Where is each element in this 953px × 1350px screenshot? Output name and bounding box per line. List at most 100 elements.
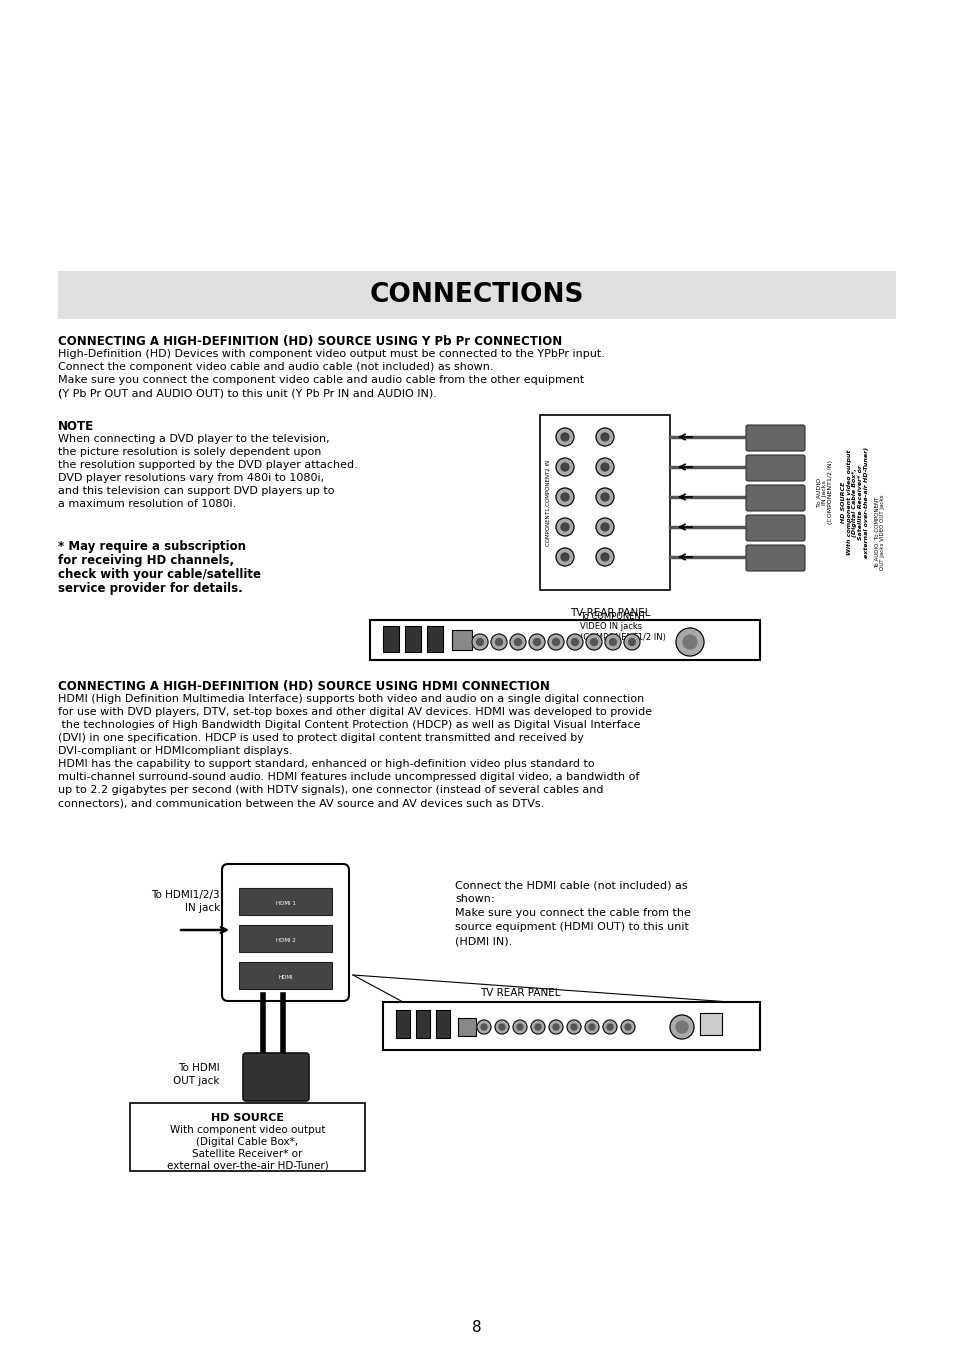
Circle shape (529, 634, 544, 649)
Text: To AUDIO
IN jacks
(COMPONENT1/2 IN): To AUDIO IN jacks (COMPONENT1/2 IN) (816, 460, 832, 525)
Text: OUT jack: OUT jack (173, 1076, 220, 1085)
Circle shape (556, 518, 574, 536)
Text: To HDMI1/2/3: To HDMI1/2/3 (152, 890, 220, 900)
Text: Make sure you connect the cable from the: Make sure you connect the cable from the (455, 909, 690, 918)
Text: multi-channel surround-sound audio. HDMI features include uncompressed digital v: multi-channel surround-sound audio. HDMI… (58, 772, 639, 782)
Circle shape (560, 493, 568, 501)
Text: HD SOURCE: HD SOURCE (211, 1112, 284, 1123)
Circle shape (560, 463, 568, 471)
Text: HDMI has the capability to support standard, enhanced or high-definition video p: HDMI has the capability to support stand… (58, 759, 594, 769)
FancyBboxPatch shape (239, 925, 332, 952)
Text: DVI-compliant or HDMIcompliant displays.: DVI-compliant or HDMIcompliant displays. (58, 747, 293, 756)
Circle shape (585, 634, 601, 649)
Circle shape (676, 628, 703, 656)
Text: (DVI) in one specification. HDCP is used to protect digital content transmitted : (DVI) in one specification. HDCP is used… (58, 733, 583, 743)
Bar (395, 1010, 410, 1038)
Bar (427, 626, 442, 652)
Text: for receiving HD channels,: for receiving HD channels, (58, 554, 233, 567)
Bar (382, 1002, 760, 1050)
Circle shape (600, 463, 608, 471)
Circle shape (560, 554, 568, 562)
Circle shape (480, 1025, 486, 1030)
Circle shape (628, 639, 635, 645)
Text: IN jack: IN jack (185, 903, 220, 913)
Circle shape (590, 639, 597, 645)
Text: service provider for details.: service provider for details. (58, 582, 242, 595)
Circle shape (602, 1021, 617, 1034)
Circle shape (620, 1021, 635, 1034)
Text: check with your cable/satellite: check with your cable/satellite (58, 568, 261, 580)
Text: (: ( (58, 387, 62, 398)
Circle shape (491, 634, 506, 649)
Circle shape (669, 1015, 693, 1040)
Bar (457, 1018, 476, 1035)
Text: Connect the HDMI cable (not included) as: Connect the HDMI cable (not included) as (455, 880, 687, 890)
Circle shape (517, 1025, 522, 1030)
Circle shape (676, 1021, 687, 1033)
FancyBboxPatch shape (239, 963, 332, 990)
Circle shape (560, 522, 568, 531)
Circle shape (556, 458, 574, 477)
Text: shown:: shown: (455, 894, 494, 904)
Text: COMPONENT1,COMPONENT2 IN: COMPONENT1,COMPONENT2 IN (545, 459, 550, 545)
Text: external over-the-air HD-Tuner): external over-the-air HD-Tuner) (167, 1161, 328, 1170)
Text: HDMI (High Definition Multimedia Interface) supports both video and audio on a s: HDMI (High Definition Multimedia Interfa… (58, 694, 643, 703)
Circle shape (596, 428, 614, 446)
Text: * May require a subscription: * May require a subscription (58, 540, 246, 553)
Circle shape (514, 639, 521, 645)
Text: To AUDIO  To COMPONENT
OUT jacks VIDEO OUT jacks: To AUDIO To COMPONENT OUT jacks VIDEO OU… (874, 494, 884, 570)
Text: DVD player resolutions vary from 480i to 1080i,: DVD player resolutions vary from 480i to… (58, 472, 324, 483)
Text: To COMPONENT
VIDEO IN jacks
(COMPONENT1/2 IN): To COMPONENT VIDEO IN jacks (COMPONENT1/… (579, 612, 665, 641)
Circle shape (596, 548, 614, 566)
Circle shape (547, 634, 563, 649)
Text: (Digital Cable Box*,: (Digital Cable Box*, (196, 1137, 298, 1148)
Text: for use with DVD players, DTV, set-top boxes and other digital AV devices. HDMI : for use with DVD players, DTV, set-top b… (58, 707, 652, 717)
Circle shape (609, 639, 616, 645)
Bar (58, 271, 895, 319)
Text: HDMI 2: HDMI 2 (275, 938, 295, 944)
Bar (416, 1010, 430, 1038)
Circle shape (600, 522, 608, 531)
FancyBboxPatch shape (222, 864, 349, 1000)
Text: a maximum resolution of 1080i.: a maximum resolution of 1080i. (58, 500, 236, 509)
Text: HD SOURCE
With component video output
(Digital Cable Box*,
Satellite Receiver* o: HD SOURCE With component video output (D… (840, 447, 868, 558)
Circle shape (560, 433, 568, 441)
Circle shape (531, 1021, 544, 1034)
Circle shape (606, 1025, 613, 1030)
Text: the picture resolution is solely dependent upon: the picture resolution is solely depende… (58, 447, 321, 458)
Circle shape (548, 1021, 562, 1034)
Bar (436, 1010, 450, 1038)
FancyBboxPatch shape (239, 888, 332, 915)
Bar (452, 630, 472, 649)
Bar (539, 414, 669, 590)
Text: 8: 8 (472, 1320, 481, 1335)
Circle shape (584, 1021, 598, 1034)
Circle shape (513, 1021, 526, 1034)
Circle shape (588, 1025, 595, 1030)
Bar (130, 1103, 365, 1170)
Circle shape (533, 639, 540, 645)
Circle shape (623, 634, 639, 649)
Text: connectors), and communication between the AV source and AV devices such as DTVs: connectors), and communication between t… (58, 798, 543, 809)
Circle shape (600, 554, 608, 562)
Circle shape (476, 639, 483, 645)
Circle shape (566, 634, 582, 649)
Text: CONNECTING A HIGH-DEFINITION (HD) SOURCE USING HDMI CONNECTION: CONNECTING A HIGH-DEFINITION (HD) SOURCE… (58, 680, 549, 693)
Circle shape (476, 1021, 491, 1034)
Circle shape (604, 634, 620, 649)
Circle shape (596, 518, 614, 536)
FancyBboxPatch shape (243, 1053, 309, 1102)
Text: CONNECTIONS: CONNECTIONS (370, 282, 583, 308)
Text: and this television can support DVD players up to: and this television can support DVD play… (58, 486, 335, 495)
Circle shape (624, 1025, 630, 1030)
Circle shape (495, 1021, 509, 1034)
Bar (382, 626, 398, 652)
Circle shape (498, 1025, 504, 1030)
Circle shape (596, 458, 614, 477)
Text: up to 2.2 gigabytes per second (with HDTV signals), one connector (instead of se: up to 2.2 gigabytes per second (with HDT… (58, 784, 603, 795)
Text: Make sure you connect the component video cable and audio cable from the other e: Make sure you connect the component vide… (58, 375, 583, 385)
Text: To HDMI: To HDMI (178, 1062, 220, 1073)
Circle shape (510, 634, 525, 649)
Circle shape (552, 639, 558, 645)
Circle shape (571, 1025, 577, 1030)
